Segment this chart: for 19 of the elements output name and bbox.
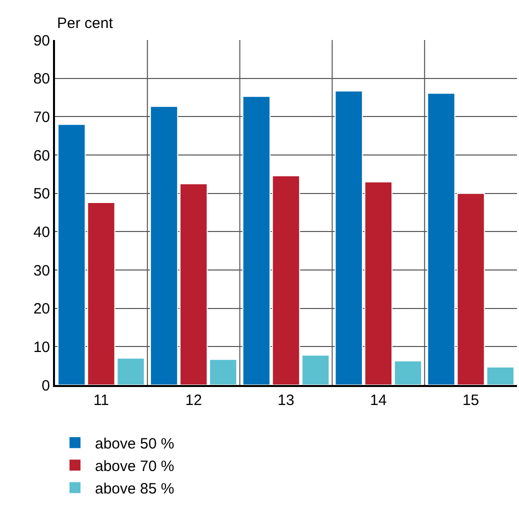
x-tick-label: 15 bbox=[462, 392, 480, 409]
x-tick-label: 14 bbox=[370, 392, 387, 409]
legend-label: above 70 % bbox=[95, 458, 174, 475]
x-tick-label: 13 bbox=[278, 392, 294, 409]
y-tick-label: 40 bbox=[33, 224, 50, 241]
y-tick-label: 80 bbox=[33, 70, 50, 88]
y-tick-label: 0 bbox=[42, 377, 50, 394]
legend-label: above 50 % bbox=[95, 436, 174, 452]
y-tick-label: 70 bbox=[33, 108, 50, 126]
x-tick-label: 11 bbox=[93, 392, 109, 409]
y-tick-label: 50 bbox=[33, 186, 50, 203]
x-tick-label: 12 bbox=[185, 392, 202, 409]
y-axis-title: Per cent bbox=[57, 15, 114, 32]
y-tick-label: 90 bbox=[33, 32, 50, 50]
legend-label: above 85 % bbox=[95, 480, 174, 498]
y-tick-label: 20 bbox=[33, 300, 50, 318]
y-tick-label: 10 bbox=[33, 338, 50, 356]
y-tick-label: 60 bbox=[33, 147, 50, 164]
y-tick-label: 30 bbox=[33, 262, 50, 280]
